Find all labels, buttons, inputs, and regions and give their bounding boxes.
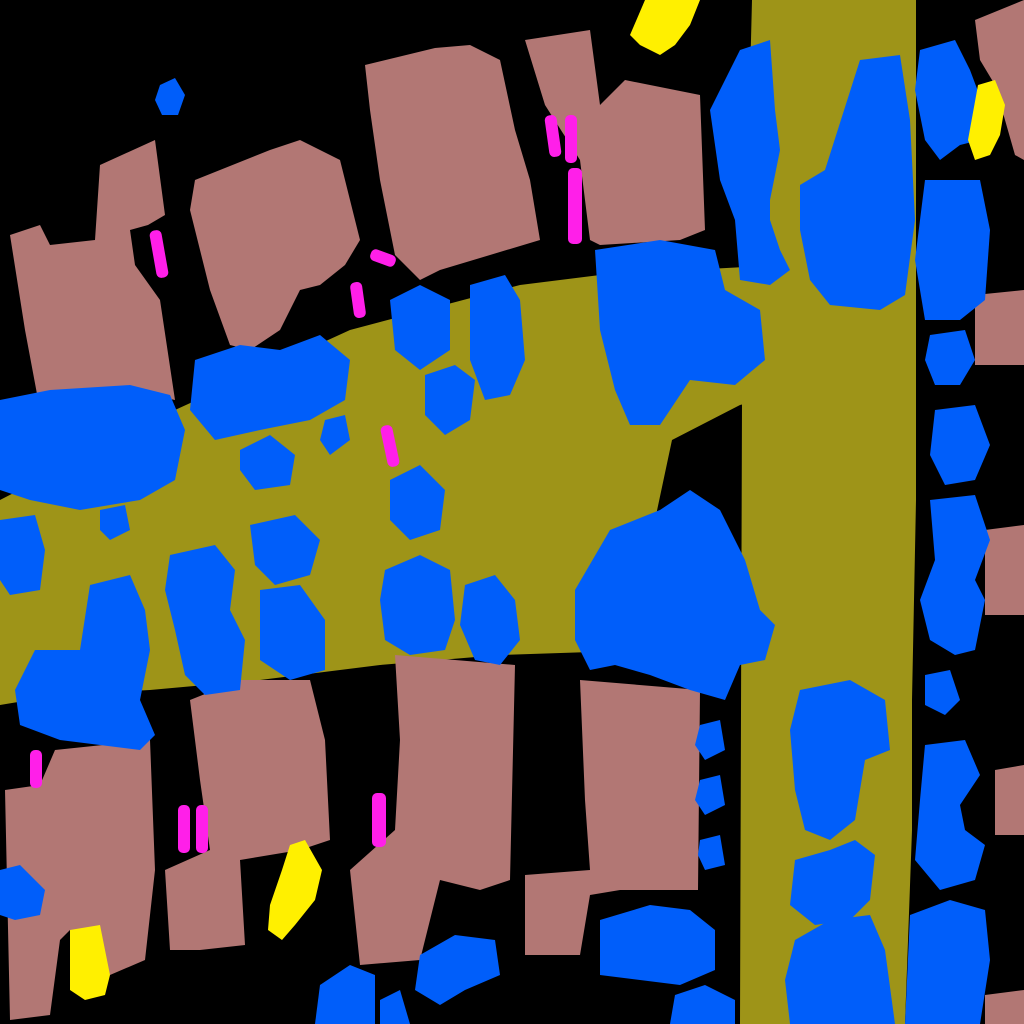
clutter-layer	[70, 0, 1005, 1000]
tree-canopy	[695, 775, 725, 815]
clutter	[70, 925, 110, 1000]
tree-canopy	[0, 865, 45, 920]
clutter	[268, 840, 322, 940]
tree-canopy	[250, 515, 320, 585]
building	[975, 0, 1024, 160]
car	[178, 805, 190, 853]
building	[10, 140, 175, 410]
tree-canopy	[320, 415, 350, 455]
car	[30, 750, 42, 788]
tree-canopy	[425, 365, 475, 435]
tree-canopy	[575, 490, 775, 700]
tree-canopy	[915, 40, 985, 160]
building	[365, 45, 540, 280]
building	[190, 140, 360, 350]
tree-canopy	[925, 330, 975, 385]
tree-canopy	[390, 465, 445, 540]
car	[372, 793, 386, 847]
building-layer	[5, 0, 1024, 1024]
car	[370, 249, 396, 267]
tree-canopy	[470, 275, 525, 400]
tree-canopy	[390, 285, 450, 370]
tree-canopy	[790, 840, 875, 925]
tree-canopy	[415, 935, 500, 1005]
tree-canopy	[800, 55, 915, 310]
tree-canopy	[670, 985, 735, 1024]
building	[975, 290, 1024, 365]
building	[985, 990, 1024, 1024]
tree-canopy	[380, 990, 410, 1024]
tree-canopy	[260, 585, 325, 680]
clutter	[968, 80, 1005, 160]
car	[196, 805, 208, 853]
building	[165, 680, 330, 950]
tree-canopy	[380, 555, 455, 655]
tree-canopy	[925, 670, 960, 715]
tree-canopy	[155, 78, 185, 115]
tree-canopy	[698, 835, 725, 870]
building	[525, 30, 705, 245]
tree-canopy	[15, 575, 155, 750]
car-layer	[30, 115, 582, 853]
tree-canopy	[100, 505, 130, 540]
tree-canopy	[595, 240, 765, 425]
tree-canopy	[790, 680, 890, 840]
tree-canopy	[240, 435, 295, 490]
tree-canopy	[0, 385, 185, 510]
tree-canopy	[930, 405, 990, 485]
building	[985, 525, 1024, 615]
car	[544, 115, 562, 157]
tree-canopy	[915, 740, 985, 890]
building	[995, 765, 1024, 835]
tree-layer	[0, 40, 990, 1024]
car	[568, 168, 582, 244]
tree-canopy	[710, 40, 790, 285]
car	[149, 230, 169, 278]
tree-canopy	[460, 575, 520, 665]
building	[350, 655, 515, 965]
tree-canopy	[165, 545, 245, 695]
tree-canopy	[785, 915, 895, 1024]
car	[350, 281, 366, 319]
tree-canopy	[695, 720, 725, 760]
building	[5, 740, 155, 1020]
tree-canopy	[915, 180, 990, 320]
clutter	[630, 0, 700, 55]
car	[565, 115, 577, 163]
car	[380, 425, 400, 467]
tree-canopy	[190, 335, 350, 440]
tree-canopy	[0, 515, 45, 595]
tree-canopy	[920, 495, 990, 655]
tree-canopy	[315, 965, 375, 1024]
tree-canopy	[905, 900, 990, 1024]
building	[525, 680, 700, 955]
tree-canopy	[600, 905, 715, 985]
